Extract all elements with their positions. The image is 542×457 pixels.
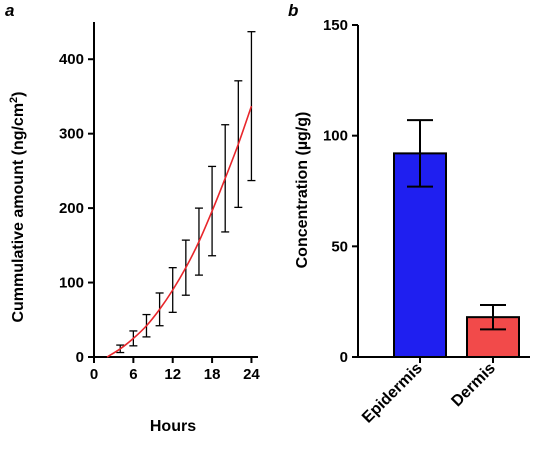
y-axis-title-b: Concentration (µg/g)	[294, 112, 311, 269]
x-tick-label-a: 0	[90, 366, 98, 383]
y-axis-title-a: Cummulative amount (ng/cm2)	[8, 91, 27, 322]
x-tick-label-a: 24	[243, 366, 260, 383]
chart-a: a 0 100 200 300 400 0 6 12 18 24 Hours Cummulativ…	[5, 1, 260, 435]
chart-b: b 0 50 100 150 Epidermis Dermis Concentration…	[288, 1, 530, 427]
y-tick-label-a: 100	[59, 275, 84, 292]
y-tick-label-b: 150	[323, 17, 348, 34]
y-tick-label-a: 400	[59, 51, 84, 68]
y-tick-label-a: 300	[59, 126, 84, 143]
y-tick-label-a: 200	[59, 200, 84, 217]
y-tick-label-b: 0	[340, 349, 348, 366]
y-tick-label-a: 0	[76, 349, 84, 366]
series-line-a	[106, 105, 253, 358]
y-tick-label-b: 100	[323, 128, 348, 145]
x-tick-label-epidermis: Epidermis	[359, 360, 426, 427]
x-tick-label-dermis: Dermis	[448, 360, 498, 410]
y-tick-label-b: 50	[331, 238, 348, 255]
x-tick-label-a: 18	[204, 366, 221, 383]
x-axis-title-a: Hours	[150, 418, 196, 435]
panel-label-a: a	[5, 1, 14, 20]
x-tick-label-a: 6	[129, 366, 137, 383]
panel-label-b: b	[288, 1, 298, 20]
x-tick-label-a: 12	[164, 366, 181, 383]
